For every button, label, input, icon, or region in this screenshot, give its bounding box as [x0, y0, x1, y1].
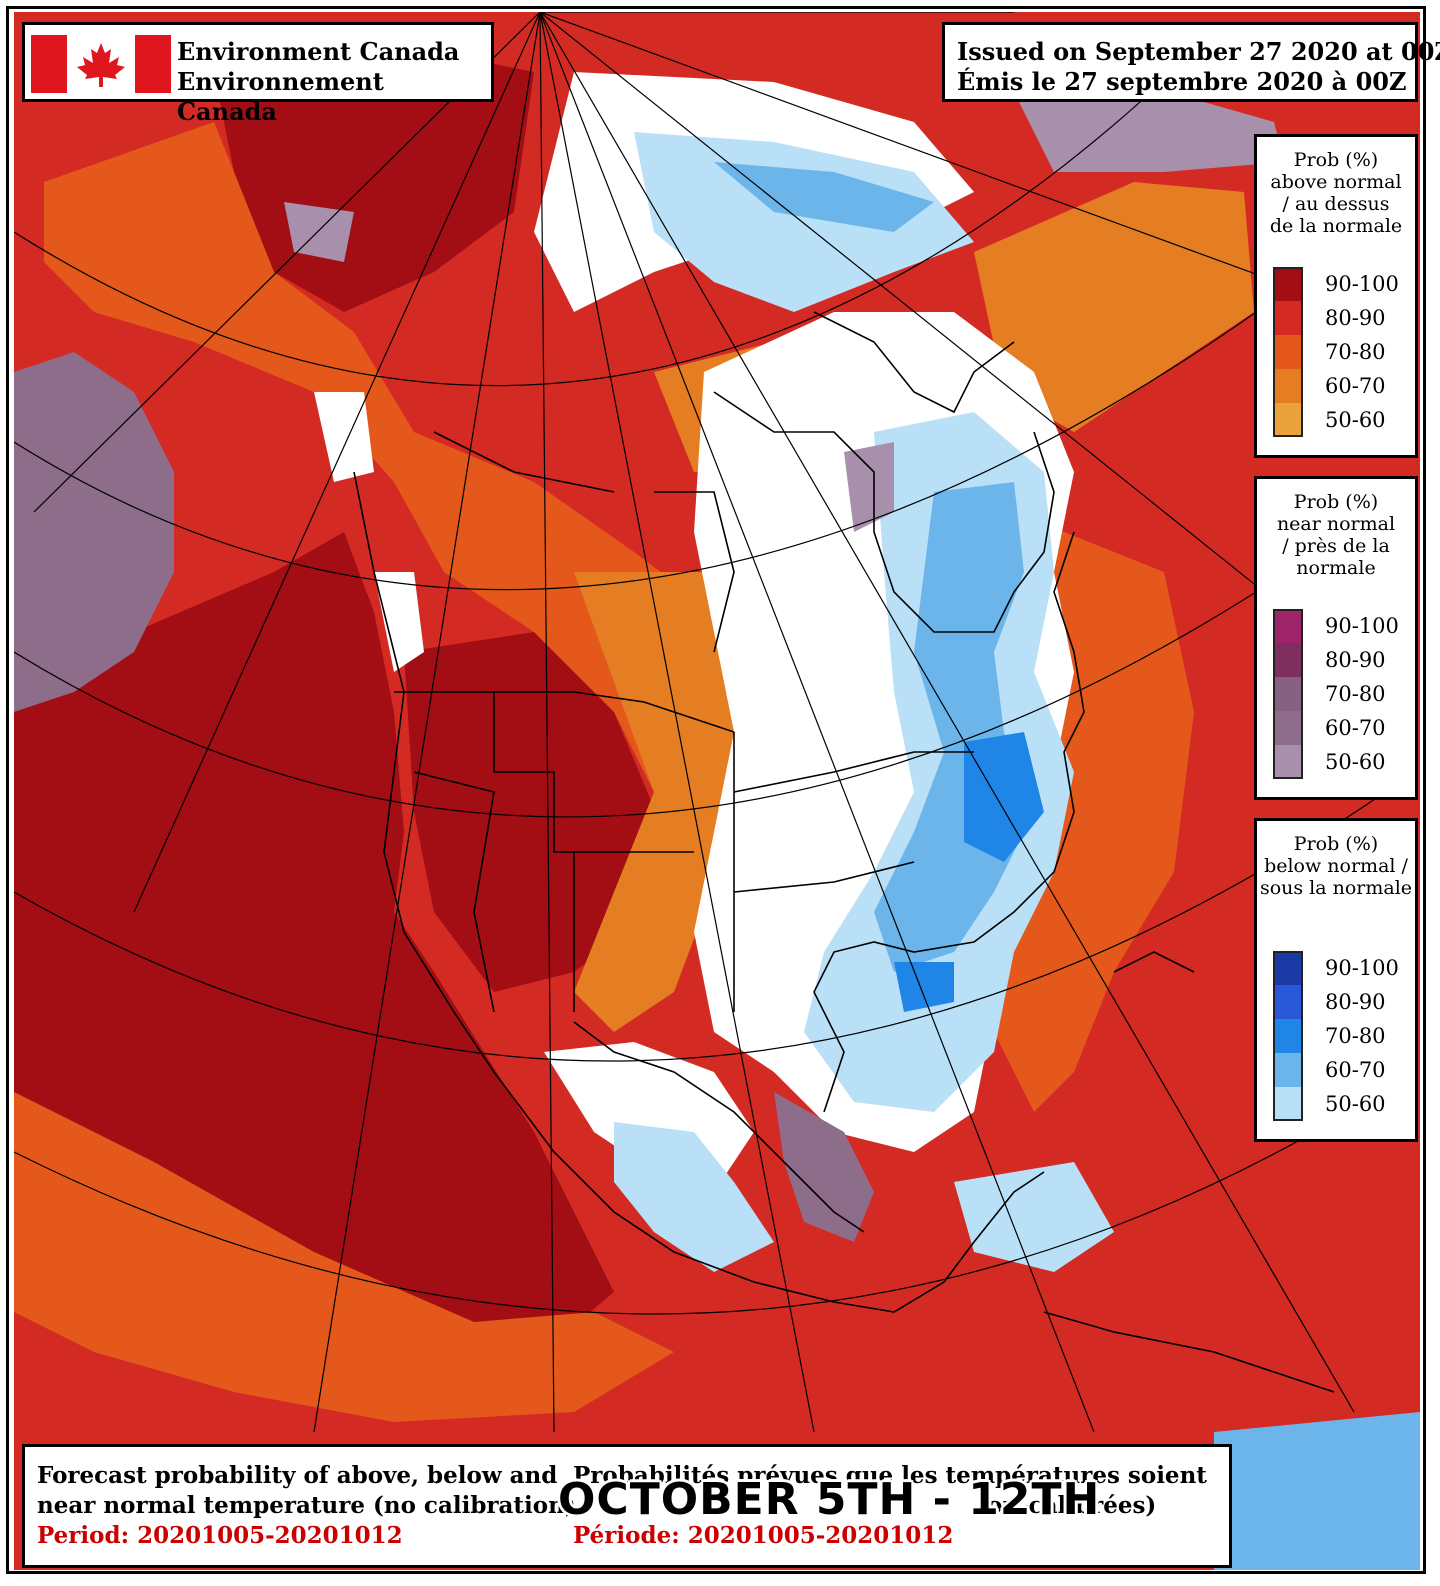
legend-near-swatch — [1273, 677, 1303, 711]
region-south-pacific-orange — [14, 1092, 674, 1422]
legend-near-swatch — [1273, 643, 1303, 677]
issued-box: Issued on September 27 2020 at 00Z Émis … — [942, 22, 1440, 102]
legend-below-label: 50-60 — [1325, 1092, 1386, 1116]
legend-near-swatch — [1273, 745, 1303, 779]
legend-below-swatch — [1273, 1053, 1303, 1087]
legend-above-row: 90-100 — [1273, 267, 1399, 301]
legend-near-row: 90-100 — [1273, 609, 1399, 643]
legend-above-swatch — [1273, 267, 1303, 301]
region-north-atlantic-orange — [974, 182, 1254, 432]
legend-below-title: Prob (%) below normal / sous la normale — [1259, 833, 1413, 899]
legend-above-normal: Prob (%) above normal / au dessus de la … — [1254, 134, 1418, 458]
caption-en-period: Period: 20201005-20201012 — [37, 1522, 403, 1549]
region-east-below-mid — [964, 732, 1044, 862]
caption-fr-line2: on-calibrées) — [987, 1492, 1157, 1519]
legend-above-label: 80-90 — [1325, 306, 1386, 330]
legend-above-swatch — [1273, 369, 1303, 403]
region-pacific-strong — [14, 532, 614, 1342]
legend-above-swatch — [1273, 335, 1303, 369]
caption-en-line2: near normal temperature (no calibration) — [37, 1492, 576, 1519]
region-arctic-below-low — [714, 162, 934, 232]
legend-near-swatch — [1273, 711, 1303, 745]
legend-below-row: 60-70 — [1273, 1053, 1399, 1087]
legend-below-row: 80-90 — [1273, 985, 1399, 1019]
issued-date-en: Issued on September 27 2020 at 00Z — [957, 37, 1440, 66]
caption-box: Forecast probability of above, below and… — [22, 1444, 1232, 1568]
legend-near-label: 60-70 — [1325, 716, 1386, 740]
region-greenland-near — [1014, 82, 1284, 172]
legend-below-swatch — [1273, 1087, 1303, 1121]
legend-near-row: 60-70 — [1273, 711, 1399, 745]
legend-above-row: 80-90 — [1273, 301, 1399, 335]
agency-name-en: Environment Canada — [177, 37, 460, 66]
forecast-map — [14, 12, 1420, 1570]
legend-near-row: 70-80 — [1273, 677, 1399, 711]
legend-above-row: 50-60 — [1273, 403, 1399, 437]
legend-below-label: 80-90 — [1325, 990, 1386, 1014]
legend-below-normal: Prob (%) below normal / sous la normale … — [1254, 818, 1418, 1142]
legend-above-row: 70-80 — [1273, 335, 1399, 369]
legend-below-row: 90-100 — [1273, 951, 1399, 985]
region-mexico-below — [614, 1122, 774, 1272]
legend-above-label: 60-70 — [1325, 374, 1386, 398]
legend-above-swatch — [1273, 403, 1303, 437]
region-arctic-below — [634, 132, 974, 312]
caption-en-line1: Forecast probability of above, below and — [37, 1462, 558, 1489]
legend-below-row: 50-60 — [1273, 1087, 1399, 1121]
canada-flag-icon — [31, 35, 171, 93]
overlay-date-title: OCTOBER 5TH - 12TH — [558, 1474, 1101, 1525]
legend-below-row: 70-80 — [1273, 1019, 1399, 1053]
region-sw-corner-below — [1214, 1412, 1420, 1570]
agency-box: Environment Canada Environnement Canada — [22, 22, 494, 126]
legend-near-title: Prob (%) near normal / près de la normal… — [1276, 491, 1396, 579]
legend-near-label: 70-80 — [1325, 682, 1386, 706]
legend-near-label: 80-90 — [1325, 648, 1386, 672]
legend-below-swatch — [1273, 1019, 1303, 1053]
coastlines — [353, 311, 1335, 1393]
legend-near-label: 90-100 — [1325, 614, 1399, 638]
region-caribbean-below — [954, 1162, 1114, 1272]
legend-above-label: 90-100 — [1325, 272, 1399, 296]
legend-near-normal: Prob (%) near normal / près de la normal… — [1254, 476, 1418, 800]
caption-fr-line1: Probabilités prévues que les température… — [573, 1462, 1207, 1489]
legend-above-title: Prob (%) above normal / au dessus de la … — [1269, 149, 1403, 237]
region-rockies-white-1 — [374, 572, 424, 672]
legend-near-label: 50-60 — [1325, 750, 1386, 774]
region-bering-near — [14, 352, 174, 712]
region-hudson-near — [844, 442, 894, 532]
legend-near-row: 50-60 — [1273, 745, 1399, 779]
legend-below-label: 90-100 — [1325, 956, 1399, 980]
legend-below-label: 70-80 — [1325, 1024, 1386, 1048]
legend-near-swatch — [1273, 609, 1303, 643]
issued-date-fr: Émis le 27 septembre 2020 à 00Z — [957, 67, 1407, 96]
region-gulf-below-mid — [894, 962, 954, 1012]
legend-below-swatch — [1273, 985, 1303, 1019]
legend-above-row: 60-70 — [1273, 369, 1399, 403]
region-west-us-strong — [404, 632, 664, 992]
graticule — [14, 12, 1415, 1433]
caption-fr-period: Période: 20201005-20201012 — [573, 1522, 954, 1549]
legend-above-swatch — [1273, 301, 1303, 335]
legend-below-swatch — [1273, 951, 1303, 985]
legend-near-row: 80-90 — [1273, 643, 1399, 677]
agency-name-fr: Environnement Canada — [177, 67, 384, 126]
region-canada-orange — [44, 122, 734, 812]
region-mexico-near — [774, 1092, 874, 1242]
legend-below-label: 60-70 — [1325, 1058, 1386, 1082]
legend-above-label: 50-60 — [1325, 408, 1386, 432]
legend-above-label: 70-80 — [1325, 340, 1386, 364]
